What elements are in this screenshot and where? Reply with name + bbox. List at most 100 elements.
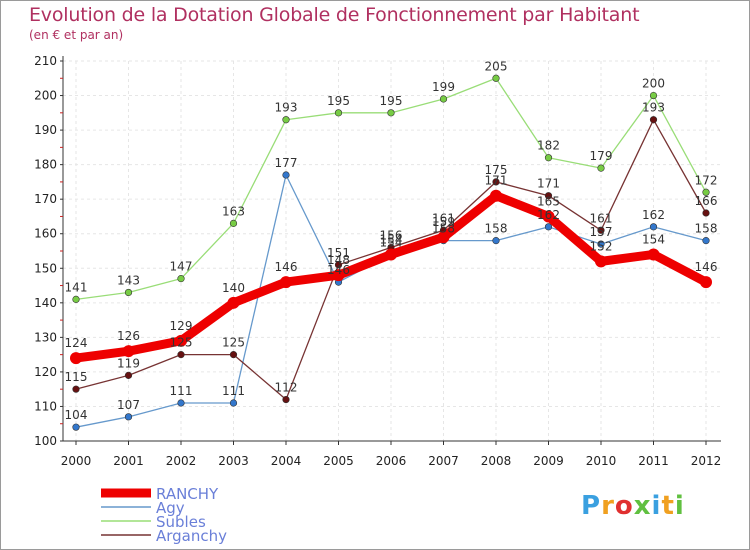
- data-label-ranchy: 159: [432, 215, 455, 229]
- data-point-ranchy: [70, 352, 82, 365]
- data-label-ranchy: 154: [380, 232, 403, 246]
- x-tick-label: 2007: [428, 454, 459, 468]
- y-tick-label: 190: [34, 123, 57, 137]
- data-point-agy: [492, 237, 500, 245]
- data-point-subles: [387, 109, 395, 117]
- data-point-ranchy: [542, 210, 555, 223]
- data-point-arganchy: [124, 371, 133, 379]
- data-label-agy: 111: [222, 384, 245, 398]
- data-point-ranchy: [122, 345, 135, 358]
- data-label-ranchy: 124: [65, 336, 88, 350]
- data-point-agy: [72, 423, 80, 431]
- chart-title: Evolution de la Dotation Globale de Fonc…: [29, 4, 640, 26]
- x-tick-label: 2008: [481, 454, 512, 468]
- y-tick-label: 180: [34, 158, 57, 172]
- data-point-subles: [72, 295, 80, 303]
- logo-letter: P: [581, 491, 602, 521]
- data-point-subles: [229, 219, 238, 227]
- data-label-agy: 162: [642, 208, 665, 222]
- logo-letter: t: [661, 491, 675, 521]
- data-point-subles: [492, 74, 500, 82]
- data-label-subles: 163: [222, 204, 245, 218]
- x-tick-label: 2001: [113, 454, 144, 468]
- data-label-ranchy: 171: [485, 174, 508, 188]
- y-tick-label: 130: [34, 330, 57, 344]
- logo-letter: r: [601, 491, 615, 521]
- x-tick-label: 2010: [586, 454, 617, 468]
- data-point-arganchy: [649, 116, 658, 124]
- data-point-arganchy: [702, 209, 710, 217]
- y-tick-label: 170: [34, 192, 57, 206]
- data-label-subles: 193: [275, 101, 298, 115]
- data-point-agy: [177, 399, 185, 407]
- data-point-subles: [597, 164, 605, 172]
- data-label-ranchy: 146: [695, 260, 718, 274]
- proxiti-logo: Proxiti: [581, 491, 685, 521]
- x-tick-label: 2000: [61, 454, 92, 468]
- data-label-subles: 182: [537, 139, 560, 153]
- legend-label-agy: Agy: [156, 499, 185, 517]
- data-point-arganchy: [282, 395, 290, 404]
- data-label-subles: 195: [327, 94, 350, 108]
- logo-letter: i: [674, 491, 685, 521]
- data-point-subles: [124, 288, 133, 297]
- x-tick-label: 2012: [691, 454, 722, 468]
- data-point-arganchy: [229, 351, 238, 359]
- data-point-ranchy: [490, 189, 502, 202]
- data-label-agy: 146: [327, 263, 350, 277]
- data-point-subles: [649, 91, 658, 100]
- data-point-arganchy: [334, 261, 343, 269]
- data-label-arganchy: 166: [695, 194, 718, 208]
- data-point-agy: [649, 223, 658, 231]
- data-label-subles: 199: [432, 80, 455, 94]
- data-point-ranchy: [385, 248, 397, 261]
- data-label-ranchy: 165: [537, 194, 560, 208]
- logo-letter: x: [633, 491, 652, 521]
- x-tick-label: 2002: [166, 454, 197, 468]
- data-label-agy: 154: [380, 235, 403, 249]
- data-label-ranchy: 140: [222, 281, 245, 295]
- data-label-subles: 205: [485, 59, 508, 73]
- logo-letter: i: [651, 491, 662, 521]
- data-label-arganchy: 112: [275, 381, 298, 395]
- data-label-agy: 158: [695, 222, 718, 236]
- y-tick-label: 210: [34, 54, 57, 68]
- y-tick-label: 160: [34, 227, 57, 241]
- data-point-agy: [229, 399, 238, 407]
- data-point-subles: [702, 188, 710, 196]
- data-point-ranchy: [280, 276, 292, 289]
- y-tick-label: 150: [34, 261, 57, 275]
- data-point-arganchy: [597, 226, 605, 234]
- data-label-subles: 200: [642, 77, 665, 91]
- y-tick-label: 110: [34, 399, 57, 413]
- data-point-subles: [439, 95, 448, 103]
- data-point-agy: [124, 413, 133, 421]
- data-label-ranchy: 148: [327, 253, 350, 267]
- data-label-agy: 177: [275, 156, 298, 170]
- logo-letter: o: [614, 491, 634, 521]
- data-point-agy: [282, 171, 290, 179]
- x-tick-label: 2009: [533, 454, 564, 468]
- data-label-agy: 162: [537, 208, 560, 222]
- data-label-arganchy: 193: [642, 101, 665, 115]
- data-label-arganchy: 125: [222, 336, 245, 350]
- data-point-subles: [177, 275, 185, 283]
- data-label-ranchy: 154: [642, 232, 665, 246]
- data-point-ranchy: [700, 276, 712, 289]
- data-label-subles: 179: [590, 149, 613, 163]
- data-point-ranchy: [332, 269, 345, 282]
- data-label-subles: 172: [695, 173, 718, 187]
- legend-label-ranchy: RANCHY: [156, 485, 219, 503]
- x-tick-label: 2011: [638, 454, 669, 468]
- x-tick-label: 2003: [218, 454, 249, 468]
- data-point-subles: [282, 116, 290, 124]
- data-label-arganchy: 151: [327, 246, 350, 260]
- data-label-agy: 104: [65, 408, 88, 422]
- legend-label-subles: Subles: [156, 513, 206, 531]
- data-label-arganchy: 115: [65, 370, 88, 384]
- y-tick-label: 100: [34, 434, 57, 448]
- data-point-arganchy: [177, 351, 185, 359]
- data-label-ranchy: 126: [117, 329, 140, 343]
- data-label-agy: 158: [432, 222, 455, 236]
